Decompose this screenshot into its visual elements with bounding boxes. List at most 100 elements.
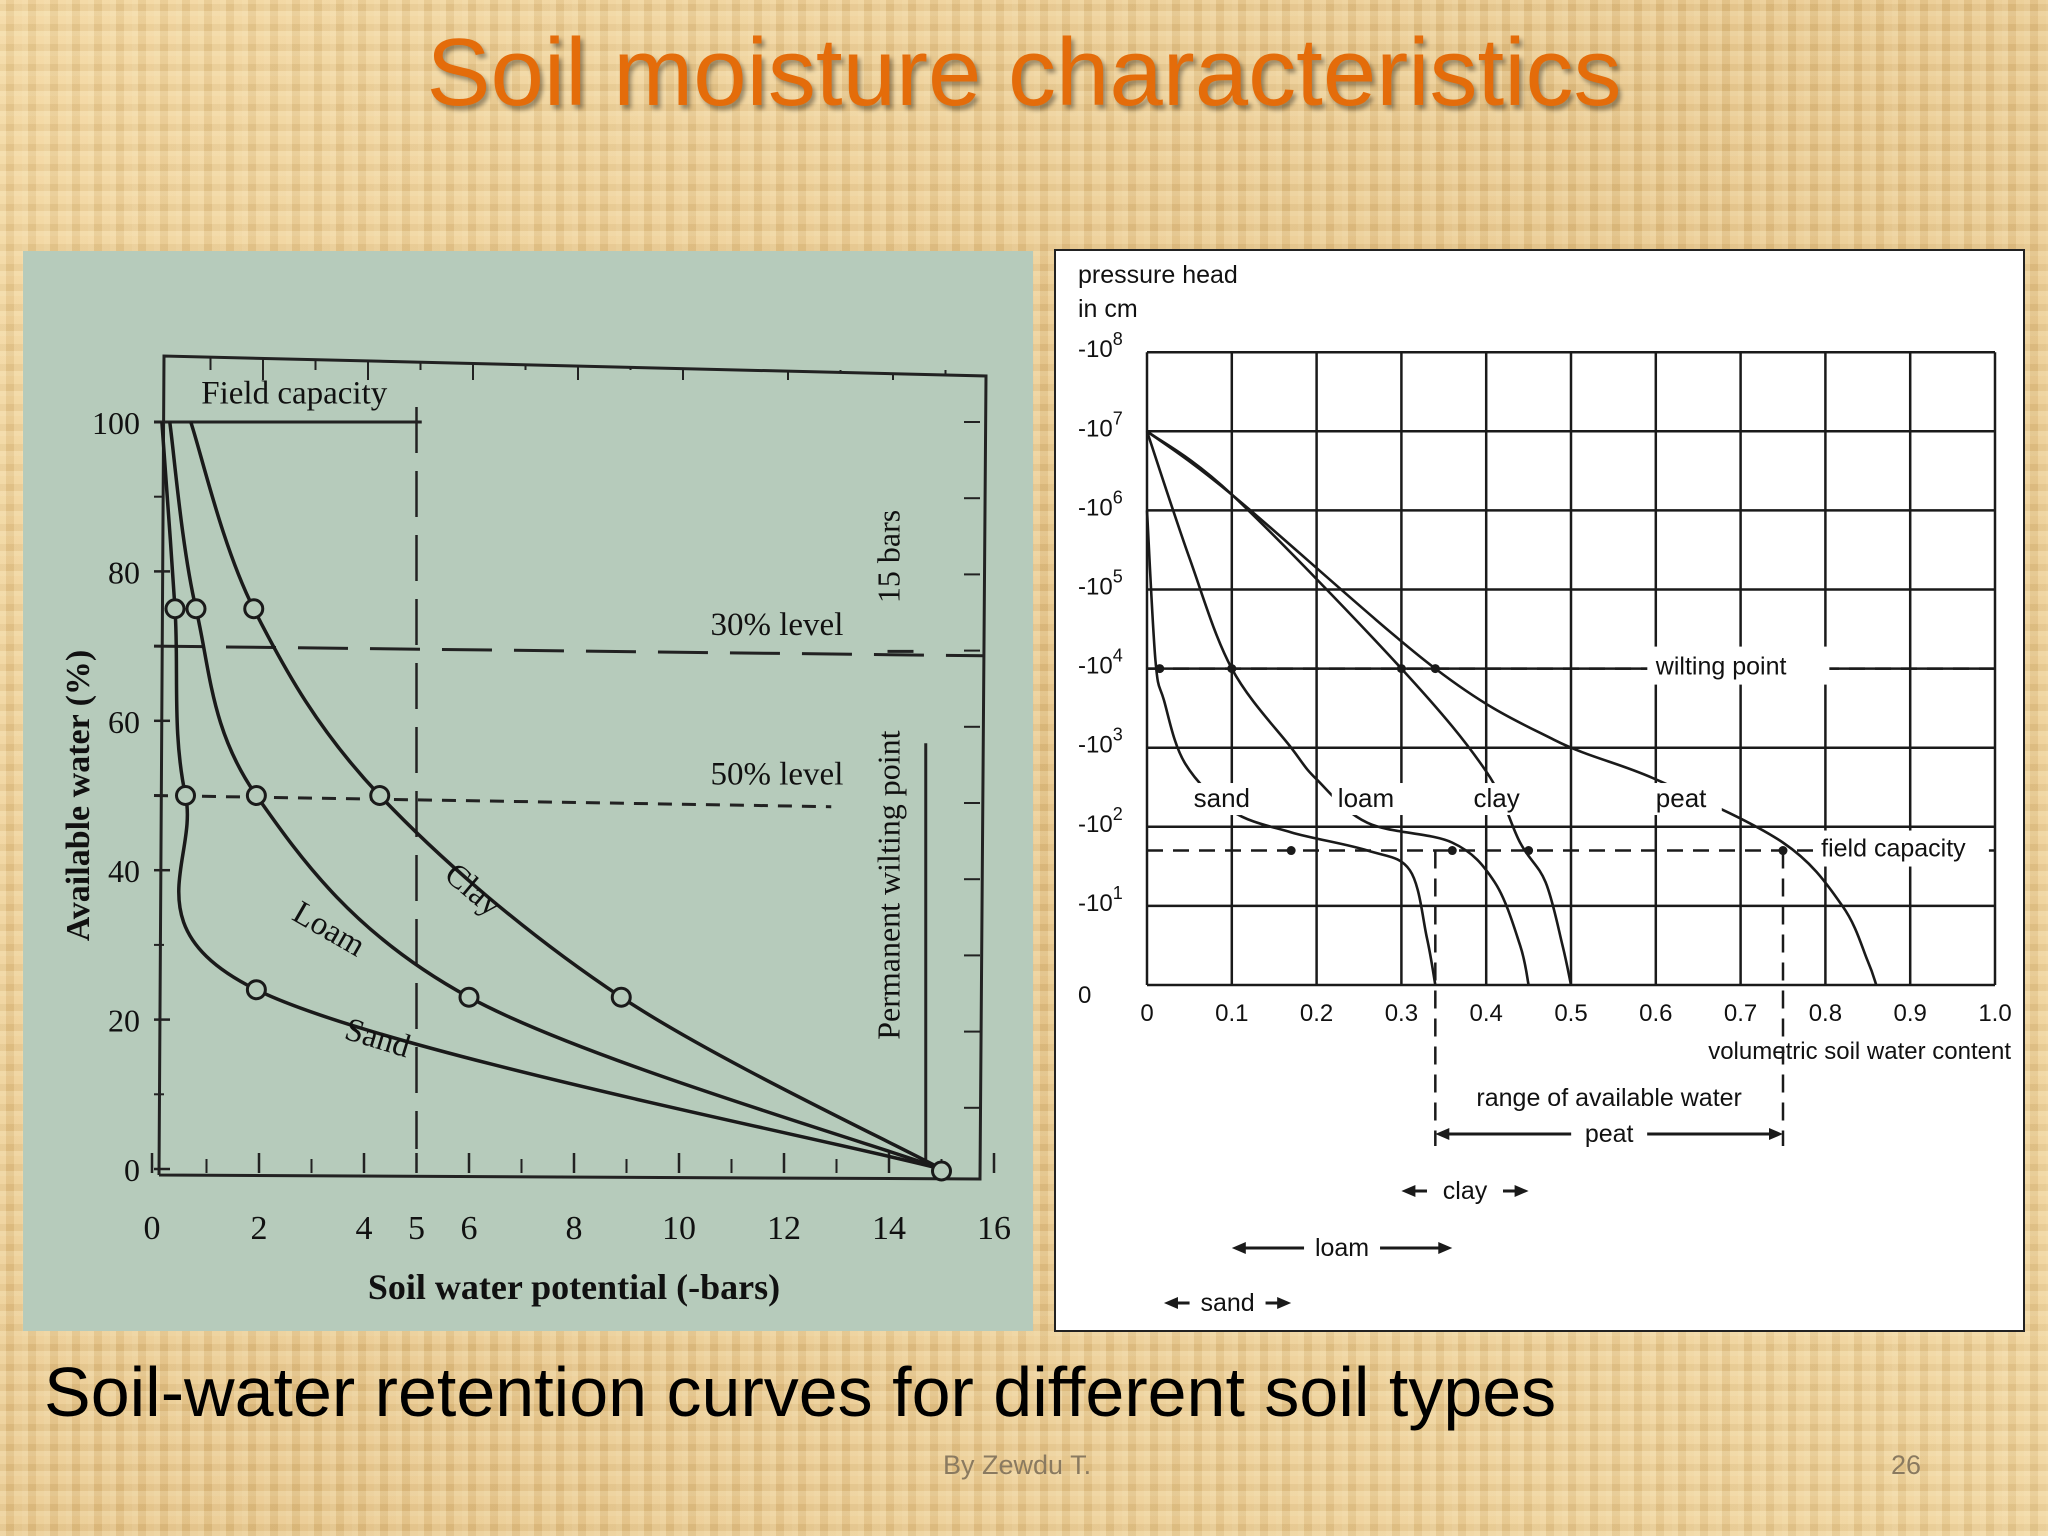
crossing-point xyxy=(1430,664,1440,674)
x-axis-label: volumetric soil water content xyxy=(1708,1038,2011,1065)
wilting-point-label: Permanent wilting point xyxy=(871,730,907,1039)
field-capacity-label: Field capacity xyxy=(201,375,388,411)
peat-range-arrowhead-left xyxy=(1435,1128,1450,1140)
range-label: range of available water xyxy=(1476,1084,1741,1112)
level-30-label: 30% level xyxy=(711,607,844,643)
y-tick-exponent: 8 xyxy=(1113,329,1123,349)
crossing-point xyxy=(1447,846,1457,856)
y-tick-label: -105 xyxy=(1078,567,1123,601)
wilting-point-label: wilting point xyxy=(1655,653,1787,681)
y-axis-label-line1: pressure head xyxy=(1078,261,1238,289)
level-50-label: 50% level xyxy=(711,756,844,792)
series-label-clay: clay xyxy=(1473,783,1519,813)
x-tick-label: 0 xyxy=(144,1210,161,1247)
y-tick-exponent: 1 xyxy=(1113,883,1123,903)
x-tick-label: 16 xyxy=(977,1210,1011,1247)
loam-range-arrowhead-left xyxy=(1231,1242,1246,1254)
left-chart-panel: 0 2 4 5 6 8 10 12 14 16 0 20 40 60 80 100 Soil water pot… xyxy=(23,251,1033,1331)
x-tick-label: 0.9 xyxy=(1894,1000,1927,1027)
y-tick-base: -10 xyxy=(1078,732,1113,759)
y-tick-label: -106 xyxy=(1078,487,1123,521)
series-label-loam: Loam xyxy=(287,895,372,965)
field-capacity-label: field capacity xyxy=(1821,835,1966,863)
y-tick-exponent: 7 xyxy=(1113,408,1123,428)
x-tick-label: 0.8 xyxy=(1809,1000,1842,1027)
y-tick-exponent: 4 xyxy=(1113,646,1123,666)
x-tick-label: 6 xyxy=(461,1210,478,1247)
series-label-bg-clay xyxy=(1467,783,1540,816)
y-tick-label: -107 xyxy=(1078,408,1123,442)
series-label-loam: loam xyxy=(1338,783,1394,813)
x-tick-label: 8 xyxy=(566,1210,583,1247)
y-tick-label: 20 xyxy=(108,1003,140,1039)
x-tick-label: 14 xyxy=(872,1210,906,1247)
x-tick-label: 10 xyxy=(662,1210,696,1247)
series-curve-sand xyxy=(1145,510,1437,986)
series-label-bg-loam xyxy=(1331,783,1404,816)
y-tick-exponent: 5 xyxy=(1113,567,1123,587)
y-tick-label: 60 xyxy=(108,704,140,740)
series-curve-clay xyxy=(1146,430,1573,986)
x-tick-label: 1.0 xyxy=(1978,1000,2011,1027)
x-tick-label: 4 xyxy=(356,1210,373,1247)
y-tick-label: -104 xyxy=(1078,646,1123,680)
x-tick-label: 0.4 xyxy=(1470,1000,1503,1027)
sand-range-arrowhead-left xyxy=(1163,1297,1178,1309)
clay-range-label: clay xyxy=(1443,1177,1488,1205)
y-tick-label: 100 xyxy=(92,405,140,441)
series-point-sand xyxy=(245,979,267,1001)
series-point-clay xyxy=(369,785,391,806)
sand-range-arrowhead-right xyxy=(1277,1297,1292,1309)
y-tick-base: -10 xyxy=(1078,890,1113,917)
series-point-clay xyxy=(610,986,632,1008)
y-tick-base: -10 xyxy=(1078,653,1113,680)
x-tick-label: 0.7 xyxy=(1724,1000,1757,1027)
y-tick-label: 0 xyxy=(124,1152,140,1188)
series-point-loam xyxy=(245,785,267,806)
level-30-line xyxy=(153,644,985,658)
loam-range-arrowhead-right xyxy=(1438,1242,1453,1254)
series-curve-sand xyxy=(160,421,942,1171)
crossing-point xyxy=(1778,846,1788,856)
sand-range-label: sand xyxy=(1200,1289,1254,1317)
series-label-bg-sand xyxy=(1187,783,1260,816)
level-50-line xyxy=(153,794,832,809)
x-tick-label: 12 xyxy=(767,1210,801,1247)
series-point-sand xyxy=(175,785,196,806)
wilting-label-bg xyxy=(1647,646,1830,685)
y-axis-label: Available water (%) xyxy=(60,650,97,941)
plot-frame xyxy=(157,354,988,1181)
series-point-loam xyxy=(185,598,207,620)
slide-footer-author: By Zewdu T. xyxy=(943,1450,1092,1480)
y-tick-exponent: 3 xyxy=(1113,725,1123,745)
x-tick-label: 0.6 xyxy=(1639,1000,1672,1027)
peat-range-arrowhead-right xyxy=(1769,1128,1783,1140)
peat-range-label: peat xyxy=(1585,1120,1634,1148)
series-point-sand xyxy=(164,598,186,620)
x-tick-label: 5 xyxy=(408,1210,425,1247)
slide-title: Soil moisture characteristics xyxy=(426,19,1622,126)
crossing-point xyxy=(1396,664,1406,674)
x-tick-label: 2 xyxy=(251,1210,268,1247)
x-tick-label: 0.2 xyxy=(1300,1000,1333,1027)
y-tick-label: -108 xyxy=(1078,329,1123,363)
clay-range-arrowhead-left xyxy=(1401,1185,1416,1197)
series-point-loam xyxy=(458,986,480,1008)
x-tick-label: 0.1 xyxy=(1215,1000,1248,1027)
y-tick-label: -103 xyxy=(1078,725,1123,759)
y-tick-label: 80 xyxy=(108,554,140,590)
crossing-point xyxy=(1155,664,1165,674)
x-axis-label: Soil water potential (-bars) xyxy=(368,1267,780,1307)
y-tick-base: 0 xyxy=(1078,982,1091,1009)
y-tick-base: -10 xyxy=(1078,415,1113,442)
y-axis-label-line2: in cm xyxy=(1078,295,1138,323)
wilting-end-point xyxy=(931,1160,952,1182)
series-label-clay: Clay xyxy=(438,856,509,924)
slide-page-number: 26 xyxy=(1891,1450,1922,1480)
series-label-peat: peat xyxy=(1656,783,1707,813)
y-tick-exponent: 6 xyxy=(1113,487,1123,507)
retention-chart-bars: 0 2 4 5 6 8 10 12 14 16 0 20 40 60 80 100 Soil water pot… xyxy=(60,354,1011,1307)
x-tick-label: 0 xyxy=(1140,1000,1153,1027)
y-tick-base: -10 xyxy=(1078,336,1113,363)
